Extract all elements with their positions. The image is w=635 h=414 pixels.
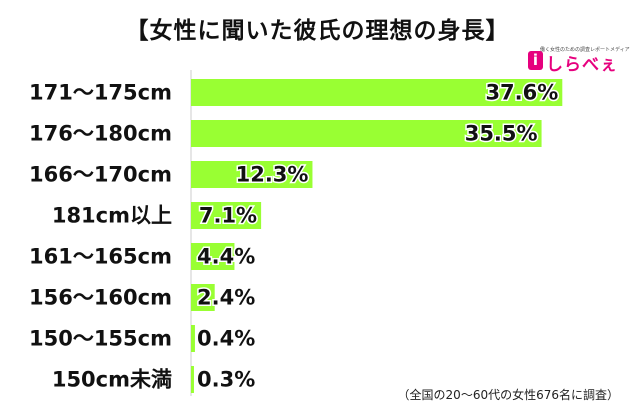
value-label: 37.6%	[485, 81, 558, 105]
chart-title: 【女性に聞いた彼氏の理想の身長】	[125, 18, 510, 44]
value-label: 7.1%	[199, 204, 257, 228]
logo-mark-icon: i	[528, 51, 543, 70]
category-label: 161〜165cm	[29, 245, 172, 269]
bar	[191, 120, 542, 147]
logo-text: しらべぇ	[546, 55, 618, 75]
value-label: 12.3%	[236, 163, 309, 187]
source-note: （全国の20〜60代の女性676名に調査）	[397, 388, 619, 402]
bar	[191, 325, 195, 352]
shirabee-logo: 働く女性のための調査レポートメディア i しらべぇ	[528, 46, 630, 75]
category-label: 150〜155cm	[29, 327, 172, 351]
value-label: 0.4%	[197, 327, 255, 351]
category-label: 181cm以上	[52, 204, 172, 228]
logo-tagline: 働く女性のための調査レポートメディア	[540, 47, 630, 53]
category-label: 150cm未満	[52, 368, 172, 392]
bar	[191, 202, 262, 229]
bar	[191, 161, 313, 188]
bar	[191, 366, 194, 393]
bar	[191, 79, 563, 106]
category-label: 176〜180cm	[29, 122, 172, 146]
value-label: 35.5%	[465, 122, 538, 146]
bar	[191, 243, 235, 270]
value-label: 2.4%	[197, 286, 255, 310]
category-label: 166〜170cm	[29, 163, 172, 187]
bar	[191, 284, 215, 311]
category-label: 171〜175cm	[29, 81, 172, 105]
category-label: 156〜160cm	[29, 286, 172, 310]
value-label: 0.3%	[197, 368, 255, 392]
value-label: 4.4%	[197, 245, 255, 269]
